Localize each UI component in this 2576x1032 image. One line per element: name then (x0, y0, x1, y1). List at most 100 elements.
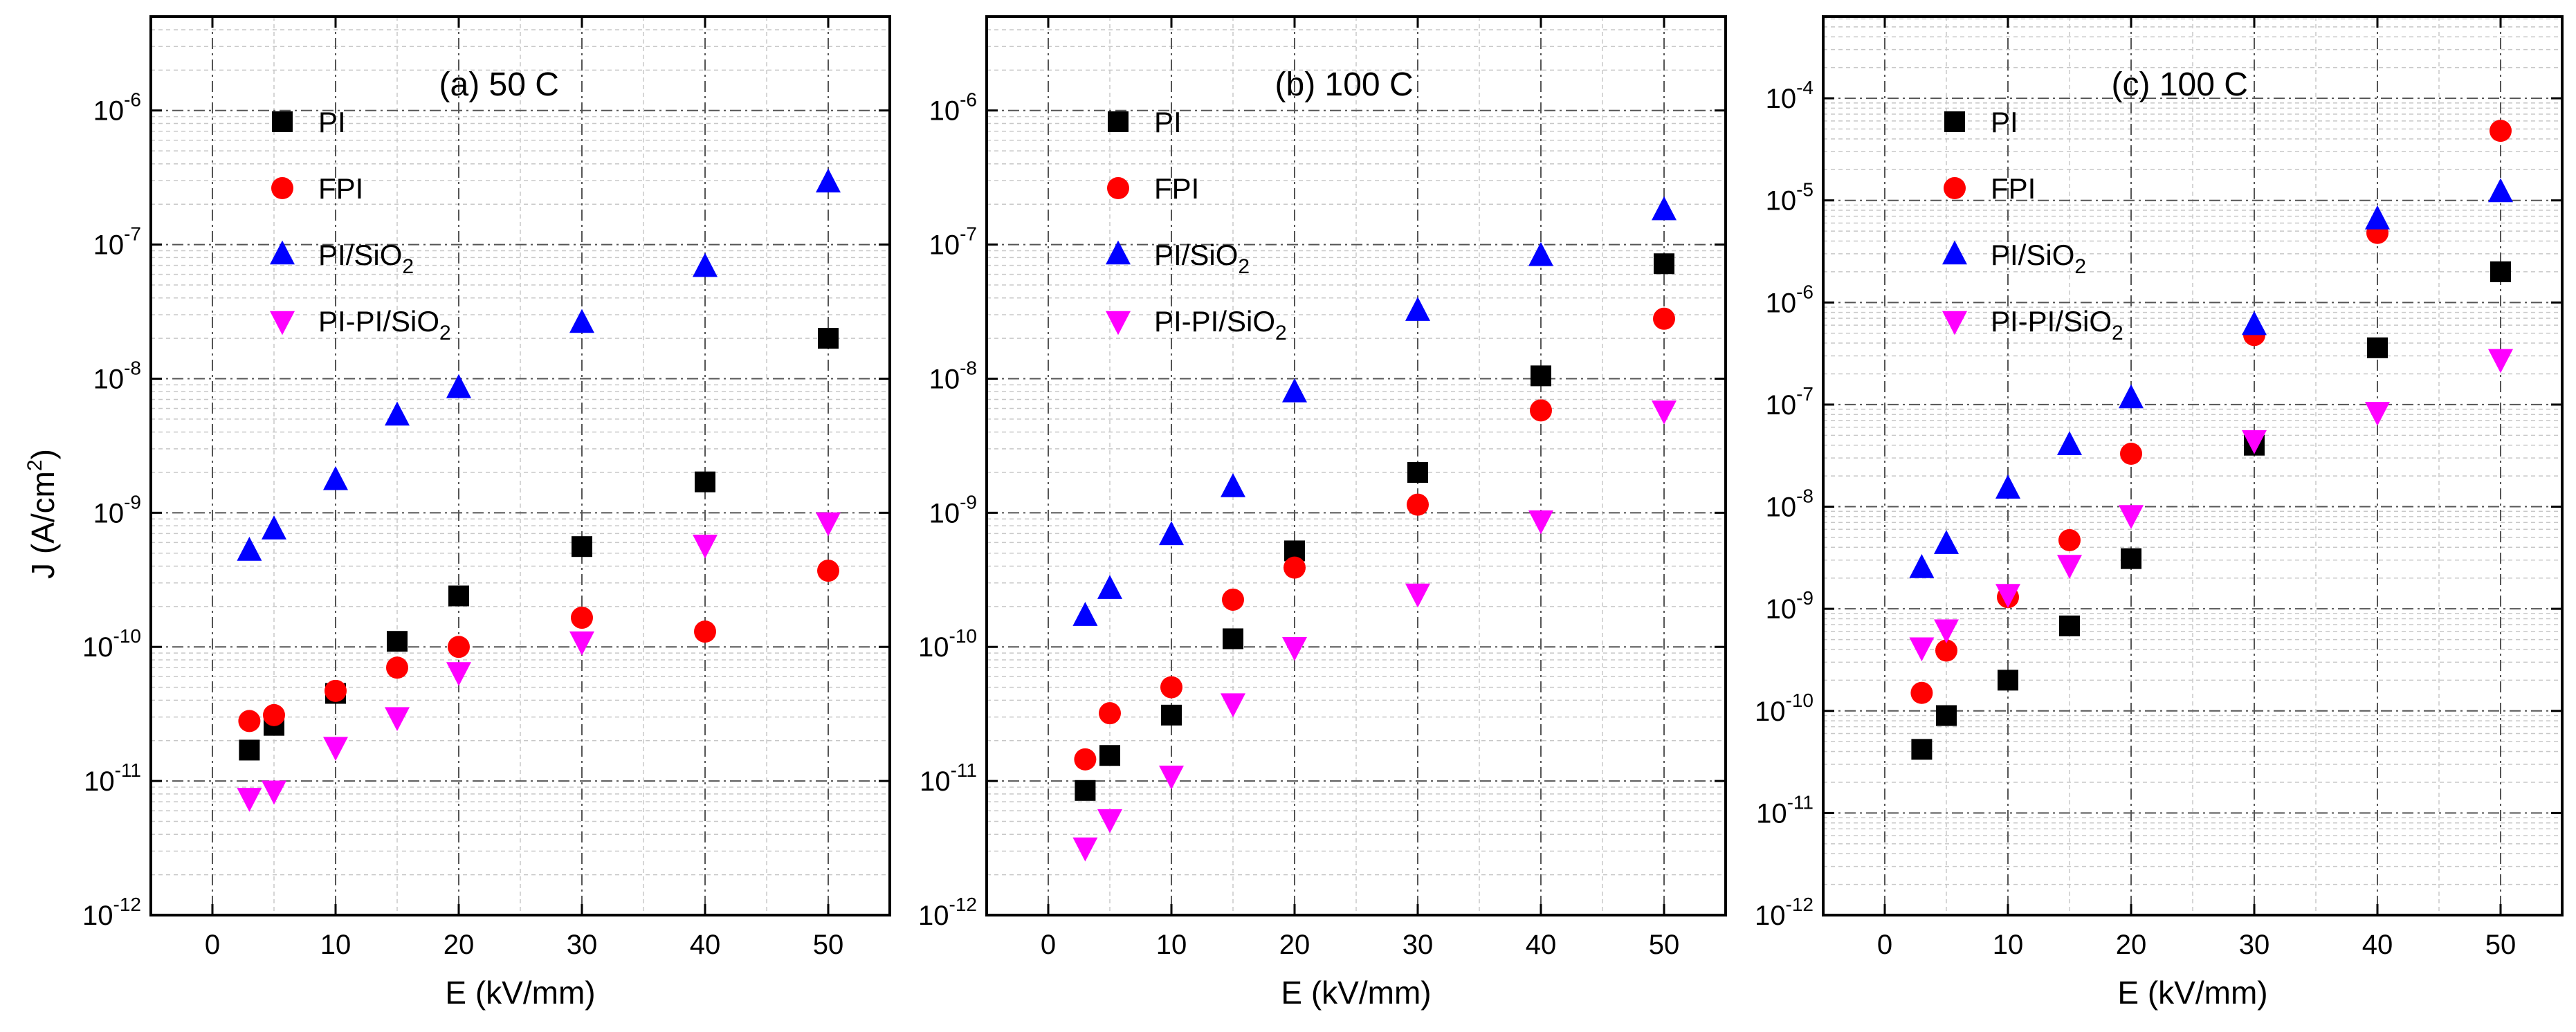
legend-marker-circle (1107, 177, 1129, 199)
data-point-pi-pi-sio2 (1405, 583, 1430, 608)
x-tick-label: 0 (1877, 930, 1892, 960)
y-tick-label-exponent: -12 (1786, 894, 1814, 915)
data-point-pi-pi-sio2 (1909, 637, 1935, 662)
legend-marker-square (272, 111, 293, 132)
data-point-pi (387, 631, 408, 652)
y-tick-label-exponent: -4 (1796, 77, 1814, 98)
y-tick-label-exponent: -10 (949, 625, 977, 647)
y-tick-label: 10-6 (1766, 281, 1814, 318)
x-tick-label: 10 (1993, 930, 2024, 960)
y-axis-title-main: J (A/cm (25, 471, 61, 579)
data-point-pi-sio2 (569, 308, 594, 333)
y-tick-label-base: 10 (1766, 84, 1797, 114)
data-point-pi-sio2 (237, 537, 262, 561)
data-point-fpi (263, 703, 285, 726)
y-tick-label-base: 10 (1756, 798, 1787, 829)
y-tick-label-base: 10 (1766, 390, 1797, 421)
data-point-pi (2121, 548, 2141, 569)
y-tick-label: 10-9 (1766, 587, 1814, 625)
y-tick-label-base: 10 (84, 766, 115, 797)
legend-marker-triangle-up (1942, 240, 1967, 265)
legend-label: FPI (318, 172, 363, 205)
data-point-pi-sio2 (1995, 474, 2020, 499)
legend-label: PI/SiO2 (318, 239, 414, 278)
legend-marker-square (1108, 111, 1129, 132)
y-tick-label-exponent: -6 (960, 89, 977, 111)
data-point-fpi (1407, 493, 1429, 516)
x-axis-title: E (kV/mm) (445, 975, 595, 1011)
legend-label: FPI (1991, 172, 2036, 205)
data-point-pi (1531, 365, 1551, 387)
y-tick-label-base: 10 (920, 766, 951, 797)
y-tick-label-exponent: -6 (124, 89, 141, 111)
y-tick-label: 10-10 (1755, 690, 1814, 727)
legend-label: PI (318, 106, 346, 138)
data-point-pi-pi-sio2 (569, 631, 594, 656)
data-point-pi-pi-sio2 (1097, 809, 1122, 833)
data-point-fpi (2058, 528, 2081, 551)
data-point-fpi (1222, 588, 1244, 611)
x-tick-label: 0 (1041, 930, 1056, 960)
y-tick-label-exponent: -6 (1796, 281, 1814, 302)
data-point-fpi (1935, 639, 1957, 662)
data-point-pi-pi-sio2 (1528, 510, 1553, 535)
y-tick-label-base: 10 (82, 632, 113, 663)
x-tick-label: 30 (1403, 930, 1434, 960)
data-point-pi-sio2 (1909, 554, 1935, 578)
data-point-fpi (1074, 748, 1097, 771)
data-point-pi (818, 328, 839, 349)
data-point-pi-pi-sio2 (237, 788, 262, 812)
data-point-pi (1099, 745, 1120, 766)
y-tick-label: 10-5 (1766, 179, 1814, 216)
legend-marker-triangle-up (270, 240, 295, 265)
legend-label: PI (1991, 106, 2018, 138)
y-tick-label-exponent: -8 (960, 357, 977, 378)
data-point-pi (1161, 704, 1182, 726)
legend-label-subscript: 2 (1238, 255, 1250, 278)
data-point-fpi (694, 620, 716, 643)
y-tick-label-exponent: -11 (1787, 791, 1814, 813)
y-tick-label: 10-12 (1755, 894, 1814, 931)
data-point-pi-sio2 (1072, 602, 1098, 626)
data-point-pi-pi-sio2 (1652, 400, 1677, 425)
x-axis-title: E (kV/mm) (2117, 975, 2267, 1011)
data-point-pi-pi-sio2 (2119, 505, 2144, 529)
legend-label: FPI (1154, 172, 1199, 205)
plot-frame (985, 15, 1727, 916)
panel-title: (b) 100 C (1275, 66, 1414, 103)
y-tick-label: 10-11 (920, 759, 977, 797)
y-tick-label-exponent: -12 (113, 894, 141, 915)
y-tick-label: 10-11 (1756, 791, 1814, 829)
x-tick-label: 10 (320, 930, 351, 960)
legend-label-main: FPI (1154, 172, 1199, 205)
data-point-pi-pi-sio2 (1282, 636, 1307, 661)
y-tick-label-base: 10 (918, 632, 949, 663)
data-point-fpi (817, 560, 839, 582)
y-tick-label-base: 10 (93, 96, 125, 127)
x-tick-label: 30 (567, 930, 598, 960)
y-tick-label-exponent: -9 (124, 491, 141, 513)
data-point-fpi (1530, 399, 1552, 422)
data-point-pi-pi-sio2 (2057, 555, 2082, 579)
y-tick-label-base: 10 (93, 230, 125, 261)
data-point-pi (239, 739, 260, 761)
y-tick-label-exponent: -9 (960, 491, 977, 513)
data-point-fpi (386, 656, 408, 679)
data-point-pi-sio2 (693, 252, 718, 277)
legend-label-main: PI-PI/SiO (318, 305, 439, 338)
y-tick-label: 10-6 (929, 89, 977, 127)
x-tick-label: 30 (2239, 930, 2270, 960)
data-point-pi (2490, 261, 2511, 282)
x-tick-label: 50 (2485, 930, 2516, 960)
legend-label-subscript: 2 (2112, 322, 2123, 344)
legend-label: PI/SiO2 (1991, 239, 2086, 278)
y-tick-label-exponent: -10 (1786, 690, 1814, 711)
data-point-pi (695, 471, 715, 492)
y-tick-label: 10-7 (1766, 383, 1814, 421)
legend-marker-triangle-down (270, 311, 295, 335)
data-point-fpi (2120, 443, 2142, 466)
